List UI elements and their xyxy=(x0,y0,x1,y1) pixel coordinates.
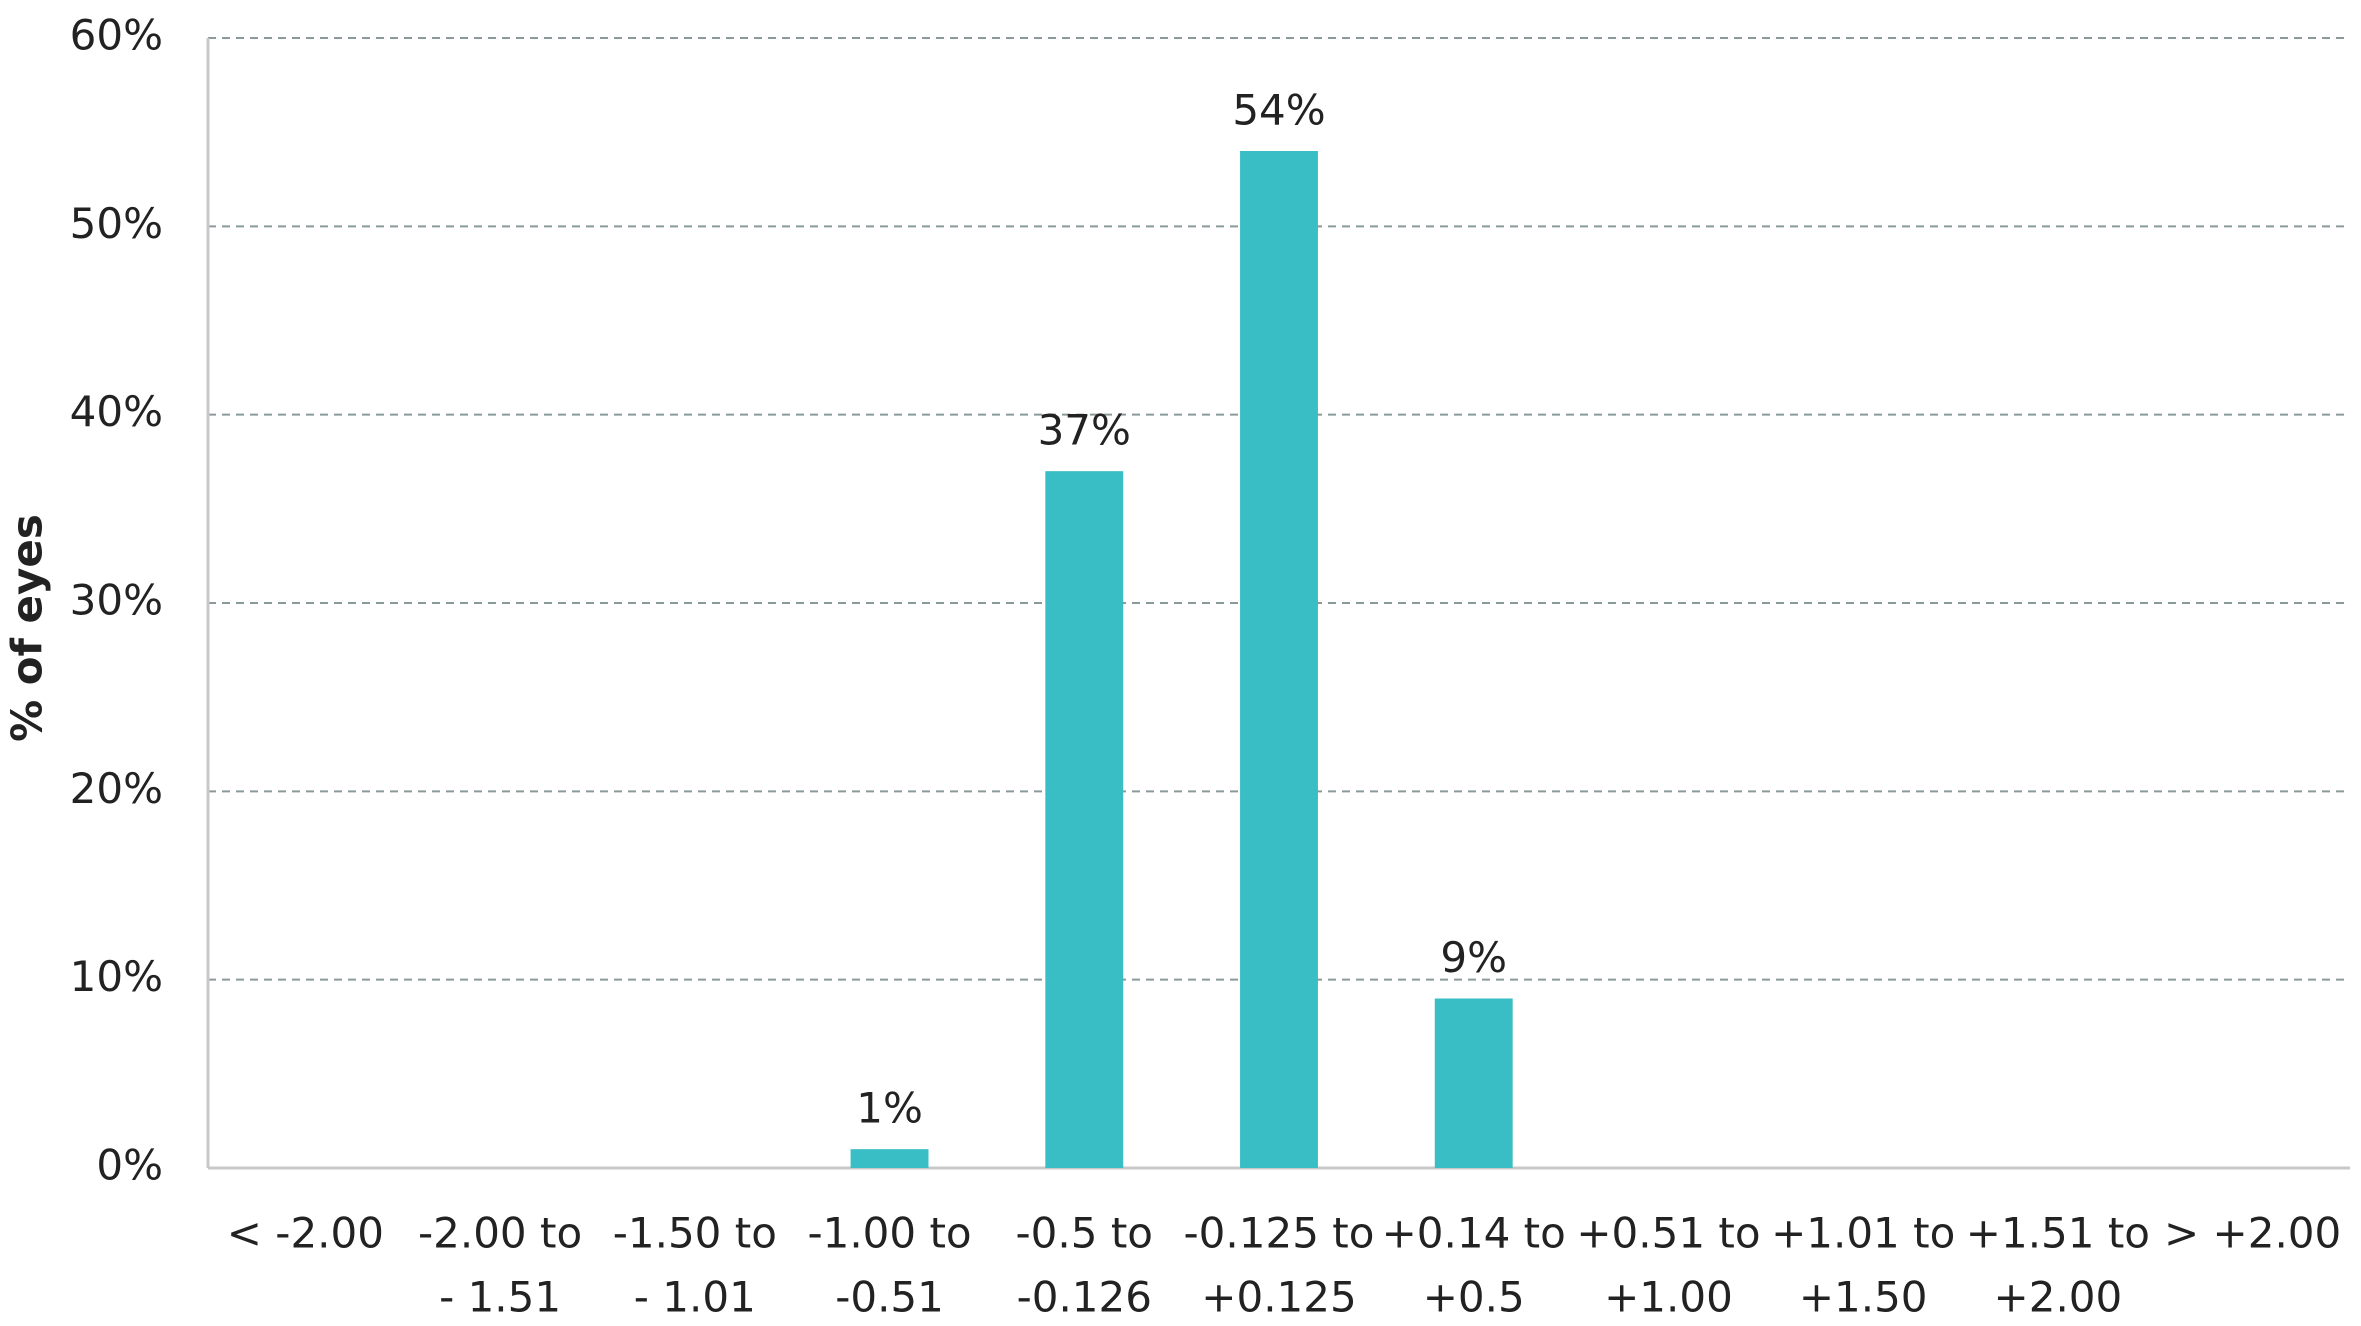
data-label: 1% xyxy=(856,1084,923,1133)
y-tick-label: 0% xyxy=(96,1141,163,1190)
data-label: 37% xyxy=(1038,406,1131,455)
x-tick-label: -0.51 xyxy=(835,1273,944,1322)
x-tick-label: +0.51 to xyxy=(1576,1209,1760,1258)
x-tick-label: -1.50 to xyxy=(613,1209,777,1258)
bar xyxy=(1240,151,1318,1168)
bar xyxy=(1434,998,1513,1168)
y-tick-label: 30% xyxy=(70,576,163,625)
x-tick-label: < -2.00 xyxy=(227,1209,384,1258)
x-tick-label: +0.14 to xyxy=(1382,1209,1566,1258)
y-axis-label: % of eyes xyxy=(3,514,52,742)
y-tick-label: 40% xyxy=(70,387,163,436)
x-tick-label: > +2.00 xyxy=(2164,1209,2341,1258)
x-tick-label: +0.5 xyxy=(1423,1273,1525,1322)
x-tick-label: -2.00 to xyxy=(418,1209,582,1258)
y-tick-label: 50% xyxy=(70,199,163,248)
y-tick-label: 20% xyxy=(70,764,163,813)
y-tick-label: 10% xyxy=(70,952,163,1001)
x-tick-label: - 1.01 xyxy=(634,1273,756,1322)
x-tick-label: +1.50 xyxy=(1799,1273,1928,1322)
data-label: 54% xyxy=(1232,86,1325,135)
x-tick-label: -1.00 to xyxy=(807,1209,971,1258)
x-tick-label: - 1.51 xyxy=(439,1273,561,1322)
bar xyxy=(850,1149,929,1168)
x-tick-label: +1.01 to xyxy=(1771,1209,1955,1258)
data-label: 9% xyxy=(1440,933,1507,982)
bar xyxy=(1045,471,1124,1169)
x-tick-label: +1.51 to xyxy=(1966,1209,2150,1258)
x-tick-label: +0.125 xyxy=(1201,1273,1356,1322)
x-tick-label: +1.00 xyxy=(1604,1273,1733,1322)
x-tick-label: -0.5 to xyxy=(1016,1209,1153,1258)
x-tick-label: -0.125 to xyxy=(1184,1209,1375,1258)
x-tick-label: +2.00 xyxy=(1994,1273,2123,1322)
x-tick-label: -0.126 xyxy=(1017,1273,1152,1322)
y-tick-label: 60% xyxy=(70,11,163,60)
